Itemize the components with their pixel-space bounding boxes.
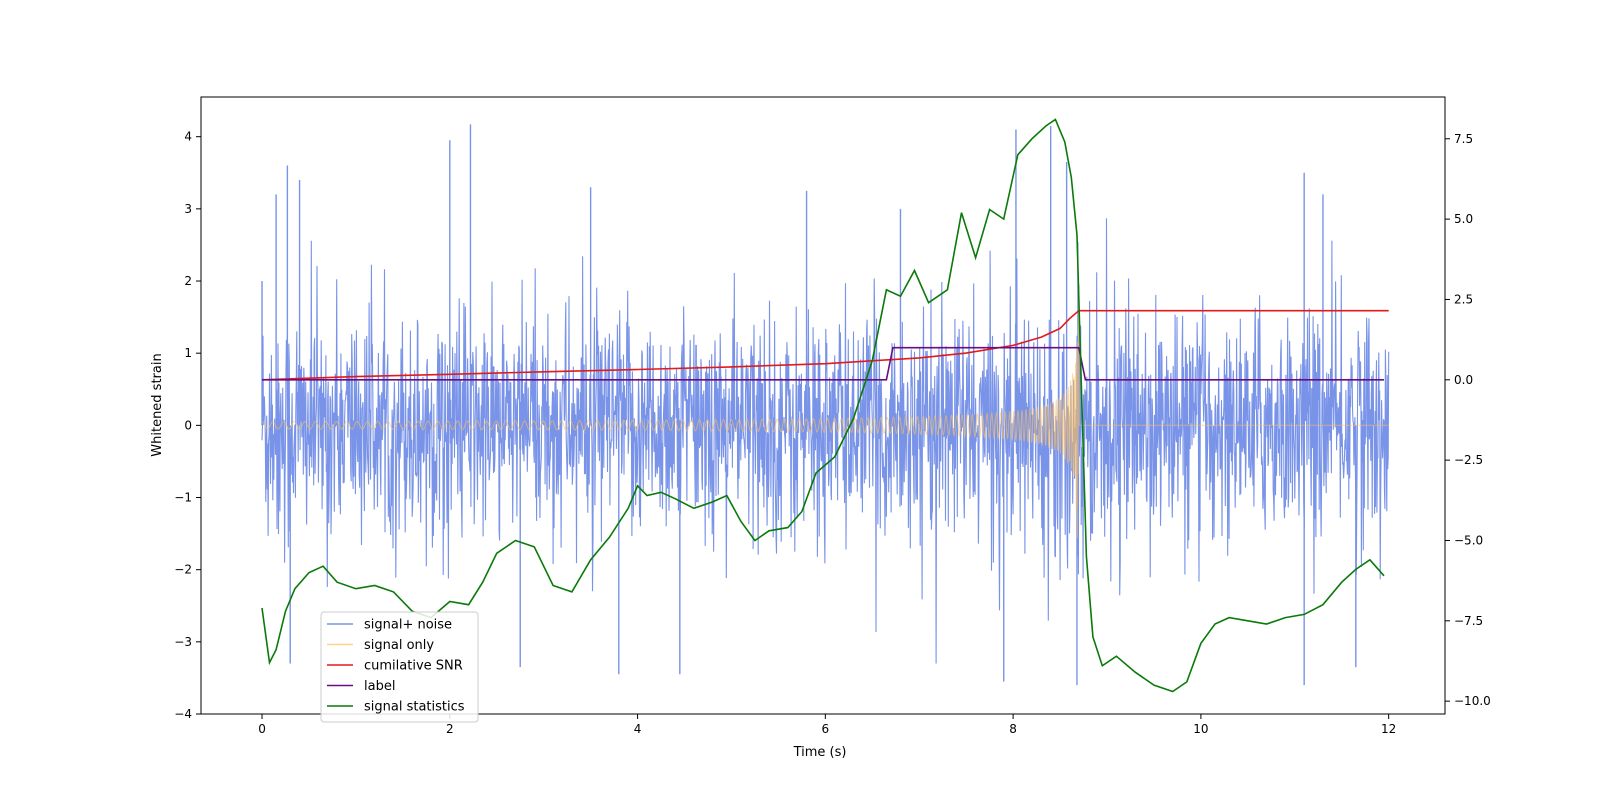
legend-label: signal statistics: [364, 700, 465, 715]
left-y-tick-label: 4: [184, 130, 192, 144]
legend: signal+ noise signal only cumilative SNR la…: [320, 611, 479, 723]
left-y-tick-label: −4: [174, 707, 192, 721]
right-y-tick-label: 5.0: [1454, 212, 1473, 226]
x-axis: 0 2 4 6 8 10 12: [258, 714, 1396, 736]
right-y-tick-label: −10.0: [1454, 694, 1491, 708]
left-y-tick-label: −3: [174, 635, 192, 649]
left-y-tick-label: 3: [184, 202, 192, 216]
right-y-tick-label: 2.5: [1454, 292, 1473, 306]
x-axis-label: Time (s): [793, 745, 847, 760]
right-y-tick-label: −5.0: [1454, 533, 1483, 547]
left-y-tick-label: 1: [184, 346, 192, 360]
x-tick-label: 0: [258, 722, 266, 736]
left-y-tick-label: −2: [174, 563, 192, 577]
series-line-cumilative-snr: [261, 309, 1389, 381]
series-line-label: [262, 346, 1384, 381]
left-y-axis-label: Whitened strain: [150, 353, 165, 456]
series-line-signal-noise: [261, 218, 1390, 664]
x-tick-label: 2: [446, 722, 454, 736]
plot-area: [261, 118, 1390, 693]
plot-frame: [200, 96, 1446, 715]
right-y-tick-label: −7.5: [1454, 614, 1483, 628]
legend-label: signal only: [364, 638, 434, 653]
series-line-signal-only: [261, 300, 1389, 539]
legend-label: signal+ noise: [364, 618, 452, 633]
legend-label: cumilative SNR: [364, 659, 463, 674]
x-tick-label: 8: [1009, 722, 1017, 736]
right-y-tick-label: 0.0: [1454, 373, 1473, 387]
right-y-tick-label: −2.5: [1454, 453, 1483, 467]
x-tick-label: 4: [634, 722, 642, 736]
left-y-tick-label: −1: [174, 491, 192, 505]
legend-box: [320, 611, 479, 723]
x-tick-label: 12: [1381, 722, 1396, 736]
x-tick-label: 10: [1193, 722, 1208, 736]
right-y-axis: −10.0 −7.5 −5.0 −2.5 0.0 2.5 5.0 7.5: [1445, 132, 1491, 708]
left-y-tick-label: 2: [184, 274, 192, 288]
series-line-signal-statistics: [261, 118, 1385, 693]
x-tick-label: 6: [822, 722, 830, 736]
legend-label: label: [364, 679, 395, 694]
left-y-tick-label: 0: [184, 418, 192, 432]
left-y-axis: −4 −3 −2 −1 0 1 2 3 4: [174, 130, 201, 721]
right-y-tick-label: 7.5: [1454, 132, 1473, 146]
